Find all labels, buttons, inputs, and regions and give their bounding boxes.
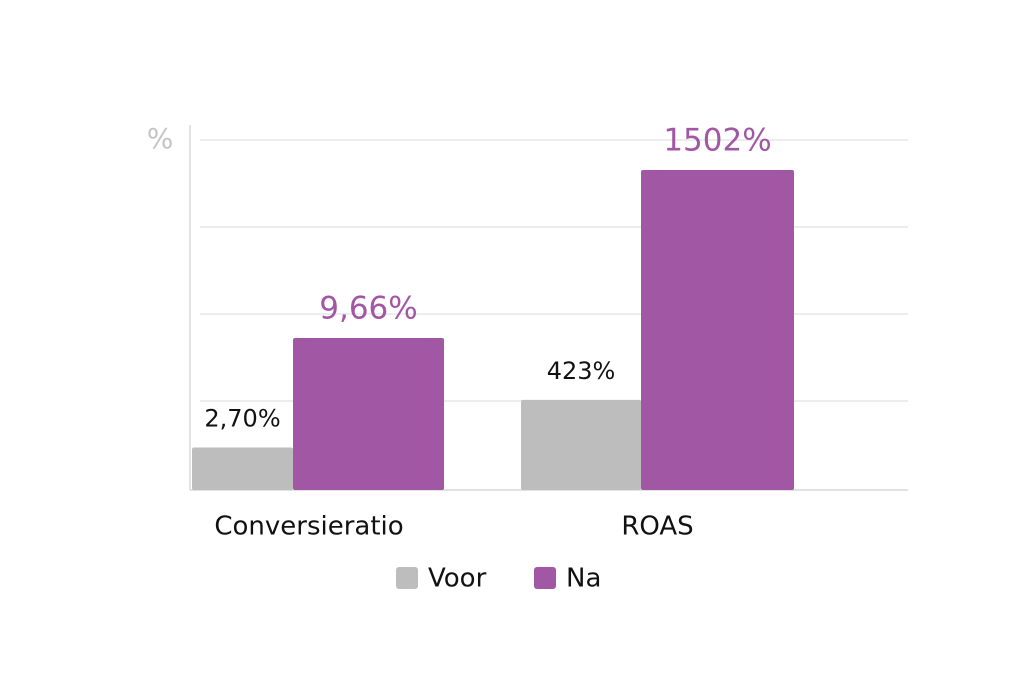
y-axis-label: % bbox=[147, 122, 174, 155]
bar bbox=[521, 399, 641, 490]
value-label: 2,70% bbox=[204, 405, 280, 433]
legend-label: Na bbox=[566, 564, 601, 594]
legend-swatch bbox=[396, 567, 418, 589]
value-label: 423% bbox=[547, 357, 616, 385]
bar bbox=[192, 447, 293, 490]
x-tick-label: ROAS bbox=[621, 512, 693, 542]
bar bbox=[641, 170, 794, 490]
legend-swatch bbox=[534, 567, 556, 589]
value-label: 9,66% bbox=[319, 291, 417, 327]
bar bbox=[293, 338, 444, 490]
legend-label: Voor bbox=[428, 564, 487, 594]
value-label: 1502% bbox=[663, 123, 771, 159]
x-tick-label: Conversieratio bbox=[214, 512, 403, 542]
